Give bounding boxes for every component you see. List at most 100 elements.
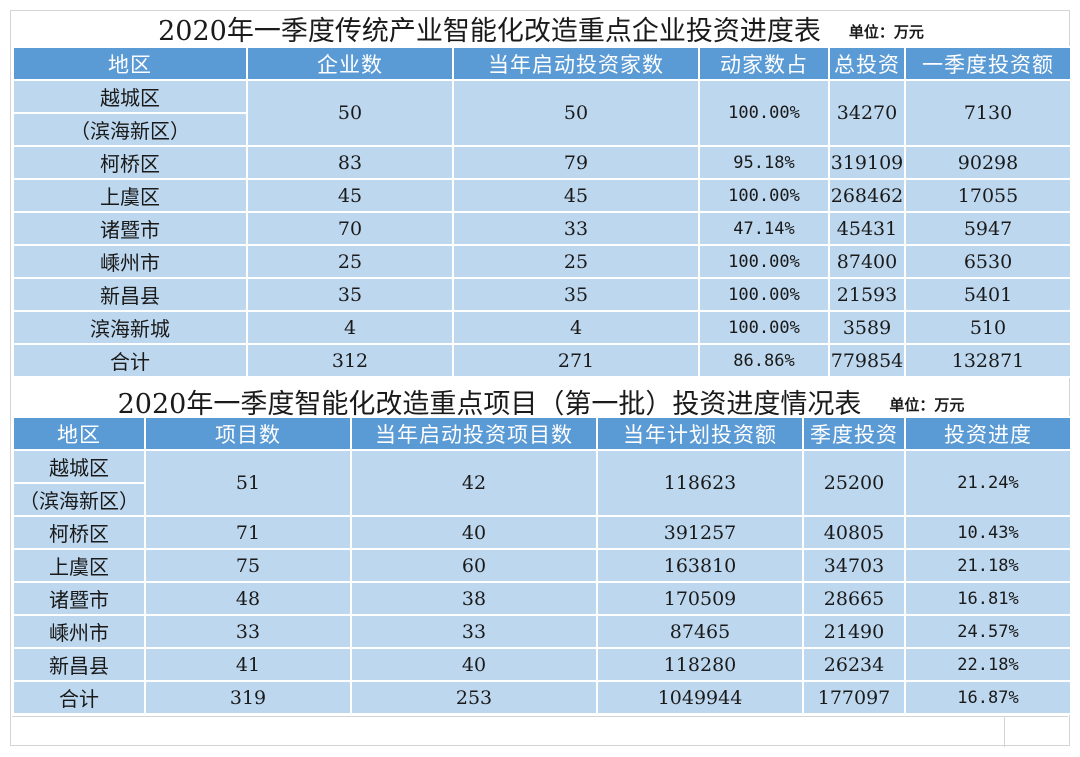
data-cell[interactable]: 34270: [828, 79, 906, 147]
data-cell[interactable]: 5947: [904, 211, 1072, 246]
table2-header-progress[interactable]: 投资进度: [904, 416, 1072, 451]
table2-header-started[interactable]: 当年启动投资项目数: [350, 416, 598, 451]
data-cell[interactable]: 95.18%: [698, 145, 830, 180]
data-cell[interactable]: 100.00%: [698, 178, 830, 213]
data-cell[interactable]: 33: [350, 614, 598, 649]
data-cell[interactable]: 253: [350, 680, 598, 715]
data-cell[interactable]: 35: [246, 277, 454, 312]
region-cell[interactable]: 滨海新城: [12, 310, 248, 345]
data-cell[interactable]: 10.43%: [904, 515, 1072, 550]
data-cell[interactable]: 50: [452, 79, 700, 147]
data-cell[interactable]: 4: [452, 310, 700, 345]
table2-header-projects[interactable]: 项目数: [144, 416, 352, 451]
data-cell[interactable]: 1049944: [596, 680, 804, 715]
region-cell[interactable]: 合计: [12, 343, 248, 378]
region-cell[interactable]: 上虞区: [12, 178, 248, 213]
data-cell[interactable]: 47.14%: [698, 211, 830, 246]
data-cell[interactable]: 22.18%: [904, 647, 1072, 682]
data-cell[interactable]: 118623: [596, 449, 804, 517]
data-cell[interactable]: 100.00%: [698, 79, 830, 147]
data-cell[interactable]: 16.87%: [904, 680, 1072, 715]
empty-spreadsheet-row[interactable]: [12, 716, 1068, 747]
data-cell[interactable]: 50: [246, 79, 454, 147]
region-cell[interactable]: 诸暨市: [12, 581, 146, 616]
data-cell[interactable]: 33: [144, 614, 352, 649]
data-cell[interactable]: 391257: [596, 515, 804, 550]
region-cell[interactable]: 新昌县: [12, 277, 248, 312]
region-cell[interactable]: 上虞区: [12, 548, 146, 583]
table1-header-q1[interactable]: 一季度投资额: [904, 46, 1072, 81]
data-cell[interactable]: 21490: [802, 614, 906, 649]
table2-header-planned[interactable]: 当年计划投资额: [596, 416, 804, 451]
data-cell[interactable]: 33: [452, 211, 700, 246]
region-cell[interactable]: 新昌县: [12, 647, 146, 682]
data-cell[interactable]: 319109: [828, 145, 906, 180]
data-cell[interactable]: 21.24%: [904, 449, 1072, 517]
region-cell[interactable]: 越城区: [12, 79, 248, 114]
region-cell[interactable]: 嵊州市: [12, 244, 248, 279]
data-cell[interactable]: 21593: [828, 277, 906, 312]
data-cell[interactable]: 79: [452, 145, 700, 180]
table2-header-region[interactable]: 地区: [12, 416, 146, 451]
data-cell[interactable]: 70: [246, 211, 454, 246]
data-cell[interactable]: 100.00%: [698, 310, 830, 345]
data-cell[interactable]: 5401: [904, 277, 1072, 312]
data-cell[interactable]: 118280: [596, 647, 804, 682]
data-cell[interactable]: 510: [904, 310, 1072, 345]
data-cell[interactable]: 75: [144, 548, 352, 583]
data-cell[interactable]: 24.57%: [904, 614, 1072, 649]
data-cell[interactable]: 45: [452, 178, 700, 213]
data-cell[interactable]: 271: [452, 343, 700, 378]
data-cell[interactable]: 34703: [802, 548, 906, 583]
region-cell[interactable]: 越城区: [12, 449, 146, 484]
data-cell[interactable]: 60: [350, 548, 598, 583]
data-cell[interactable]: 40: [350, 647, 598, 682]
data-cell[interactable]: 51: [144, 449, 352, 517]
region-cell[interactable]: 柯桥区: [12, 145, 248, 180]
data-cell[interactable]: 45431: [828, 211, 906, 246]
data-cell[interactable]: 170509: [596, 581, 804, 616]
table1-header-ratio[interactable]: 动家数占: [698, 46, 830, 81]
region-cell[interactable]: 合计: [12, 680, 146, 715]
data-cell[interactable]: 71: [144, 515, 352, 550]
table1-header-started[interactable]: 当年启动投资家数: [452, 46, 700, 81]
data-cell[interactable]: 48: [144, 581, 352, 616]
data-cell[interactable]: 7130: [904, 79, 1072, 147]
data-cell[interactable]: 6530: [904, 244, 1072, 279]
data-cell[interactable]: 86.86%: [698, 343, 830, 378]
data-cell[interactable]: 163810: [596, 548, 804, 583]
data-cell[interactable]: 3589: [828, 310, 906, 345]
region-cell[interactable]: 诸暨市: [12, 211, 248, 246]
table1-header-region[interactable]: 地区: [12, 46, 248, 81]
data-cell[interactable]: 26234: [802, 647, 906, 682]
data-cell[interactable]: 28665: [802, 581, 906, 616]
data-cell[interactable]: 100.00%: [698, 277, 830, 312]
data-cell[interactable]: 42: [350, 449, 598, 517]
data-cell[interactable]: 90298: [904, 145, 1072, 180]
data-cell[interactable]: 40: [350, 515, 598, 550]
region-cell-line2[interactable]: （滨海新区）: [12, 482, 146, 517]
data-cell[interactable]: 132871: [904, 343, 1072, 378]
region-cell[interactable]: 柯桥区: [12, 515, 146, 550]
data-cell[interactable]: 35: [452, 277, 700, 312]
data-cell[interactable]: 16.81%: [904, 581, 1072, 616]
region-cell[interactable]: 嵊州市: [12, 614, 146, 649]
data-cell[interactable]: 83: [246, 145, 454, 180]
table1-header-enterprises[interactable]: 企业数: [246, 46, 454, 81]
data-cell[interactable]: 25: [452, 244, 700, 279]
data-cell[interactable]: 268462: [828, 178, 906, 213]
data-cell[interactable]: 87465: [596, 614, 804, 649]
data-cell[interactable]: 45: [246, 178, 454, 213]
data-cell[interactable]: 4: [246, 310, 454, 345]
data-cell[interactable]: 41: [144, 647, 352, 682]
data-cell[interactable]: 177097: [802, 680, 906, 715]
data-cell[interactable]: 779854: [828, 343, 906, 378]
data-cell[interactable]: 312: [246, 343, 454, 378]
data-cell[interactable]: 40805: [802, 515, 906, 550]
region-cell-line2[interactable]: （滨海新区）: [12, 112, 248, 147]
data-cell[interactable]: 21.18%: [904, 548, 1072, 583]
data-cell[interactable]: 17055: [904, 178, 1072, 213]
data-cell[interactable]: 100.00%: [698, 244, 830, 279]
table2-header-quarter[interactable]: 季度投资: [802, 416, 906, 451]
table1-header-total[interactable]: 总投资: [828, 46, 906, 81]
